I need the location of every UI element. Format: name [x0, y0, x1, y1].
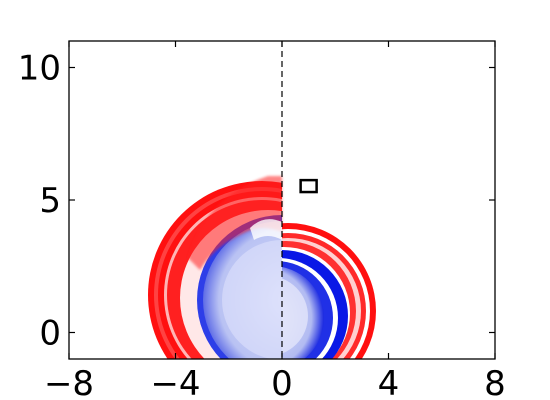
y-tick-label: 10 [18, 49, 61, 89]
heatmap-field [148, 176, 376, 359]
x-tick-label: 8 [484, 364, 506, 400]
x-axis: −8 −4 0 4 8 [44, 41, 506, 400]
right-half-field [282, 223, 376, 359]
y-axis: 0 5 10 [18, 49, 495, 354]
red-plume-top [188, 176, 282, 270]
marker-box [299, 178, 318, 194]
x-tick-label: −8 [44, 364, 94, 400]
y-tick-label: 5 [39, 181, 61, 221]
x-tick-label: 4 [378, 364, 400, 400]
x-tick-label: 0 [271, 364, 293, 400]
y-tick-label: 0 [39, 314, 61, 354]
x-tick-label: −4 [150, 364, 200, 400]
